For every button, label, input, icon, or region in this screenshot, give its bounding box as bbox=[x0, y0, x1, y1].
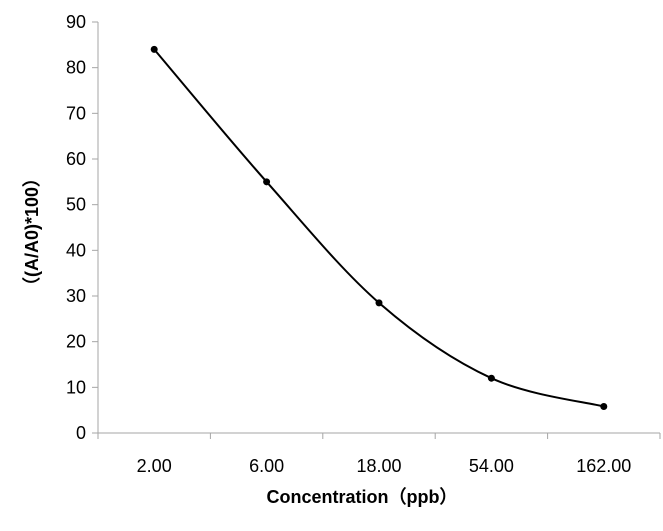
y-tick-label: 20 bbox=[66, 332, 86, 352]
data-point bbox=[263, 178, 271, 186]
x-tick-label: 162.00 bbox=[576, 456, 631, 476]
x-axis-title: Concentration（ppb） bbox=[267, 487, 458, 507]
y-tick-label: 40 bbox=[66, 240, 86, 260]
series-line bbox=[153, 48, 605, 408]
data-point bbox=[150, 45, 158, 53]
y-tick-label: 30 bbox=[66, 286, 86, 306]
data-point bbox=[375, 299, 383, 307]
y-tick-label: 70 bbox=[66, 103, 86, 123]
series-group bbox=[150, 45, 608, 411]
y-tick-label: 60 bbox=[66, 149, 86, 169]
data-point bbox=[487, 374, 495, 382]
x-tick-label: 54.00 bbox=[469, 456, 514, 476]
x-axis: 2.00 6.00 18.00 54.00 162.00 bbox=[97, 432, 661, 476]
y-axis: 0 10 20 30 40 50 60 70 80 90 bbox=[66, 12, 99, 443]
y-tick-label: 10 bbox=[66, 377, 86, 397]
y-tick-label: 50 bbox=[66, 195, 86, 215]
y-axis-title: （(A/A0)*100） bbox=[22, 169, 42, 295]
x-tick-label: 6.00 bbox=[249, 456, 284, 476]
y-tick-label: 0 bbox=[76, 423, 86, 443]
data-point bbox=[600, 403, 608, 411]
x-tick-label: 2.00 bbox=[137, 456, 172, 476]
y-tick-label: 90 bbox=[66, 12, 86, 32]
y-tick-label: 80 bbox=[66, 58, 86, 78]
x-tick-label: 18.00 bbox=[356, 456, 401, 476]
